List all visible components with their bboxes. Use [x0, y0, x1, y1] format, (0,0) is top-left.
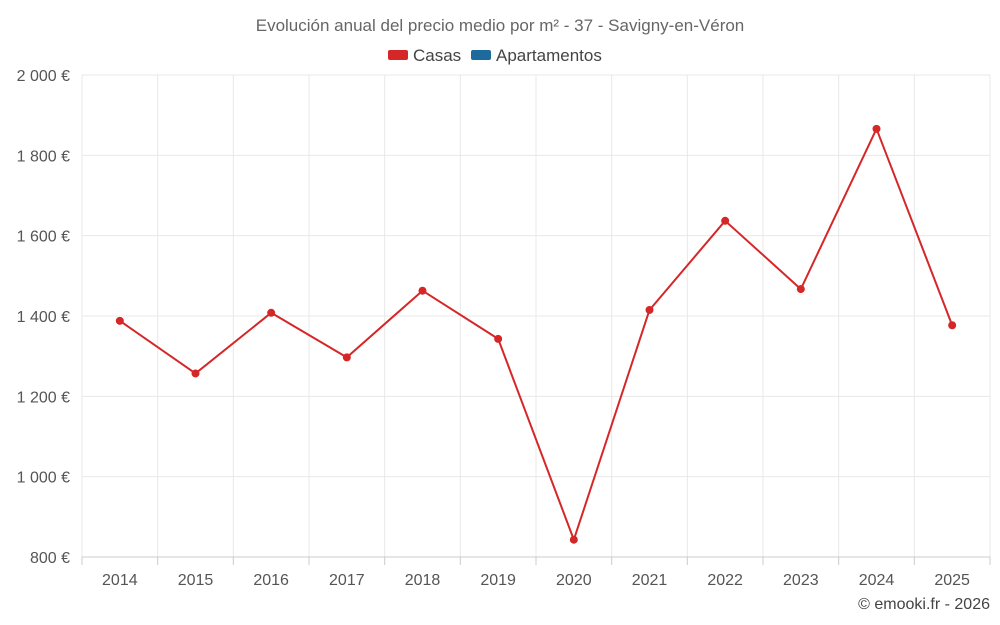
data-point-casas-2023[interactable] — [796, 285, 805, 294]
x-tick-label: 2017 — [329, 572, 365, 589]
legend-item-casas[interactable]: Casas — [388, 46, 461, 65]
data-point-casas-2025[interactable] — [948, 321, 957, 330]
legend-swatch-apartamentos — [471, 50, 491, 60]
x-gridlines — [81, 75, 991, 557]
y-tick-label: 1 200 € — [17, 389, 70, 406]
y-tick-label: 1 800 € — [17, 148, 70, 165]
legend: Casas Apartamentos — [388, 46, 602, 65]
y-tick-label: 1 000 € — [17, 470, 70, 487]
y-tick-label: 800 € — [30, 550, 70, 567]
data-point-casas-2018[interactable] — [418, 286, 427, 295]
x-tick-label: 2014 — [102, 572, 138, 589]
x-tick-label: 2016 — [253, 572, 289, 589]
credit-text: © emooki.fr - 2026 — [858, 596, 990, 613]
legend-item-apartamentos[interactable]: Apartamentos — [471, 46, 602, 65]
y-tick-label: 2 000 € — [17, 68, 70, 85]
data-point-casas-2021[interactable] — [645, 305, 654, 314]
y-tick-label: 1 400 € — [17, 309, 70, 326]
x-tick-label: 2024 — [859, 572, 895, 589]
x-tick-label: 2015 — [178, 572, 214, 589]
y-axis-ticks: 800 € 1 000 € 1 200 € 1 400 € 1 600 € 1 800 €… — [17, 68, 70, 567]
data-point-casas-2017[interactable] — [342, 353, 351, 362]
data-point-casas-2016[interactable] — [267, 308, 276, 317]
data-point-casas-2019[interactable] — [494, 334, 503, 343]
x-tick-label: 2025 — [934, 572, 970, 589]
x-tick-label: 2022 — [707, 572, 743, 589]
data-point-casas-2014[interactable] — [115, 316, 124, 325]
legend-swatch-casas — [388, 50, 408, 60]
x-axis-ticks: 2014 2015 2016 2017 2018 2019 2020 2021 2022 2023… — [81, 557, 991, 589]
series-casas — [115, 124, 957, 544]
data-point-casas-2024[interactable] — [872, 124, 881, 133]
chart-title: Evolución anual del precio medio por m² … — [256, 16, 745, 35]
x-tick-label: 2019 — [480, 572, 516, 589]
x-tick-label: 2020 — [556, 572, 592, 589]
x-tick-label: 2021 — [632, 572, 668, 589]
x-tick-label: 2023 — [783, 572, 819, 589]
x-tick-label: 2018 — [405, 572, 441, 589]
legend-label-casas: Casas — [413, 46, 461, 65]
series-line-casas — [119, 127, 954, 541]
y-tick-label: 1 600 € — [17, 229, 70, 246]
data-point-casas-2015[interactable] — [191, 369, 200, 378]
data-point-casas-2022[interactable] — [721, 216, 730, 225]
legend-label-apartamentos: Apartamentos — [496, 46, 602, 65]
data-point-casas-2020[interactable] — [569, 535, 578, 544]
